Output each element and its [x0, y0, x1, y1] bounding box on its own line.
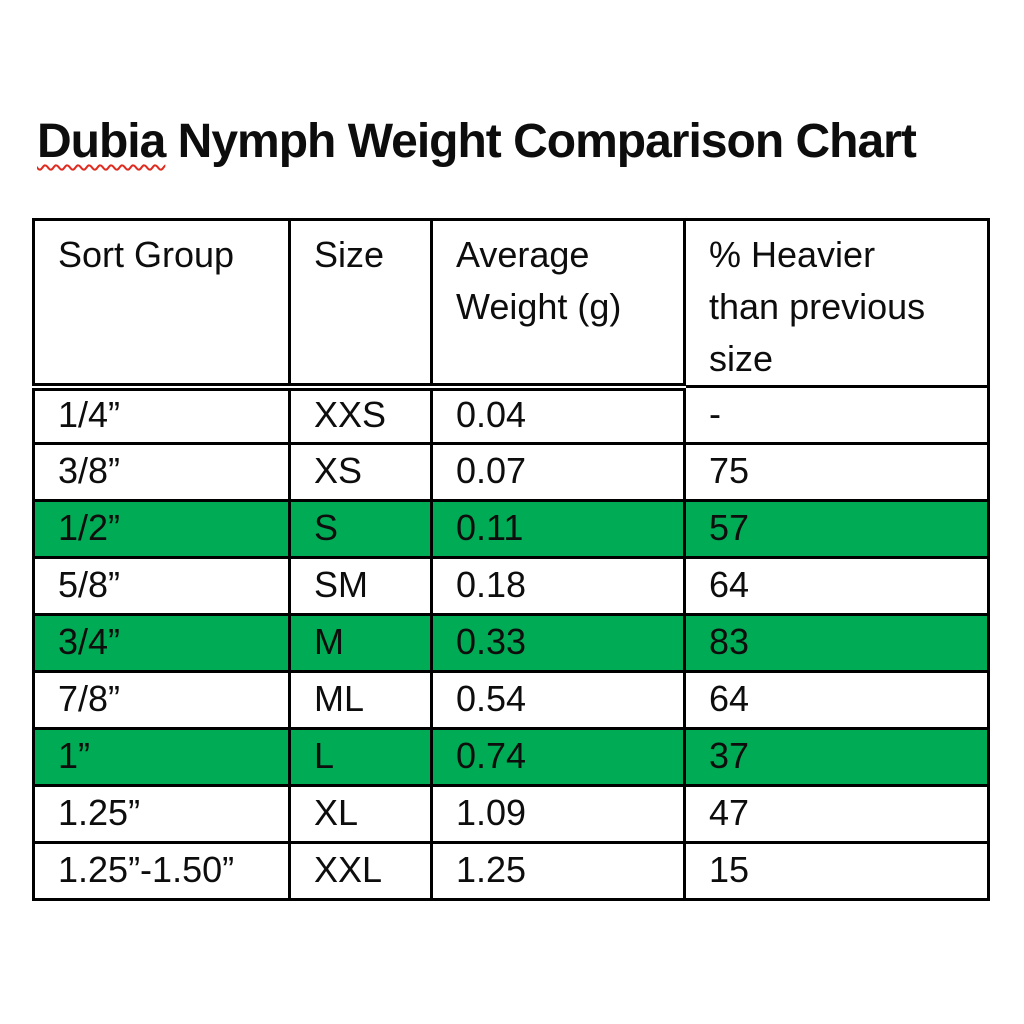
table-row: 1.25” XL 1.09 47: [32, 784, 990, 844]
cell-sort-group: 1.25”-1.50”: [32, 841, 291, 901]
col-header-size: Size: [288, 218, 433, 391]
cell-pct-heavier: 47: [683, 784, 990, 844]
cell-size: ML: [288, 670, 433, 730]
col-header-pct-heavier: % Heavier than previous size: [683, 218, 990, 388]
cell-avg-weight: 0.04: [430, 385, 686, 445]
cell-size: L: [288, 727, 433, 787]
cell-sort-group: 1/2”: [32, 499, 291, 559]
cell-size: XS: [288, 442, 433, 502]
cell-pct-heavier: 15: [683, 841, 990, 901]
cell-sort-group: 1.25”: [32, 784, 291, 844]
col-header-average-weight: Average Weight (g): [430, 218, 686, 391]
cell-sort-group: 1”: [32, 727, 291, 787]
cell-pct-heavier: 83: [683, 613, 990, 673]
table-row: 1” L 0.74 37: [32, 727, 990, 787]
cell-size: SM: [288, 556, 433, 616]
cell-avg-weight: 0.54: [430, 670, 686, 730]
cell-size: XXL: [288, 841, 433, 901]
table-row: 3/8” XS 0.07 75: [32, 442, 990, 502]
cell-avg-weight: 1.25: [430, 841, 686, 901]
col-header-sort-group: Sort Group: [32, 218, 291, 391]
cell-pct-heavier: 37: [683, 727, 990, 787]
cell-size: XXS: [288, 385, 433, 445]
cell-pct-heavier: 64: [683, 670, 990, 730]
page-title-rest: Nymph Weight Comparison Chart: [165, 115, 917, 168]
cell-pct-heavier: 57: [683, 499, 990, 559]
cell-pct-heavier: -: [683, 385, 990, 445]
table-row: 1/2” S 0.11 57: [32, 499, 990, 559]
cell-sort-group: 3/8”: [32, 442, 291, 502]
table-row: 3/4” M 0.33 83: [32, 613, 990, 673]
cell-size: XL: [288, 784, 433, 844]
cell-pct-heavier: 64: [683, 556, 990, 616]
cell-size: M: [288, 613, 433, 673]
cell-sort-group: 5/8”: [32, 556, 291, 616]
cell-avg-weight: 1.09: [430, 784, 686, 844]
header-row: Sort Group Size Average Weight (g) % Hea…: [32, 218, 990, 391]
cell-sort-group: 1/4”: [32, 385, 291, 445]
cell-avg-weight: 0.07: [430, 442, 686, 502]
cell-sort-group: 7/8”: [32, 670, 291, 730]
cell-sort-group: 3/4”: [32, 613, 291, 673]
misspelled-word-squiggle: Dubia: [37, 115, 166, 168]
cell-avg-weight: 0.74: [430, 727, 686, 787]
table-row: 5/8” SM 0.18 64: [32, 556, 990, 616]
table-row: 1/4” XXS 0.04 -: [32, 385, 990, 445]
cell-pct-heavier: 75: [683, 442, 990, 502]
cell-avg-weight: 0.33: [430, 613, 686, 673]
weight-comparison-table: Sort Group Size Average Weight (g) % Hea…: [32, 218, 990, 901]
table-row: 7/8” ML 0.54 64: [32, 670, 990, 730]
cell-avg-weight: 0.11: [430, 499, 686, 559]
page-title: Dubia Nymph Weight Comparison Chart: [37, 118, 1024, 166]
cell-size: S: [288, 499, 433, 559]
table-row: 1.25”-1.50” XXL 1.25 15: [32, 841, 990, 901]
cell-avg-weight: 0.18: [430, 556, 686, 616]
